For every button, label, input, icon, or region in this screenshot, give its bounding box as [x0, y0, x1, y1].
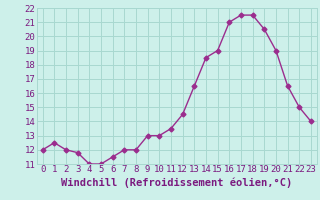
X-axis label: Windchill (Refroidissement éolien,°C): Windchill (Refroidissement éolien,°C) — [61, 177, 292, 188]
